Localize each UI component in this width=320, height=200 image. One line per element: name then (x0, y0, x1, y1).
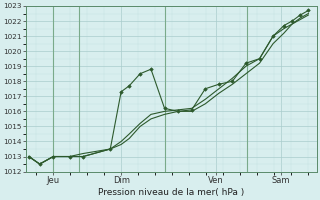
X-axis label: Pression niveau de la mer( hPa ): Pression niveau de la mer( hPa ) (98, 188, 244, 197)
